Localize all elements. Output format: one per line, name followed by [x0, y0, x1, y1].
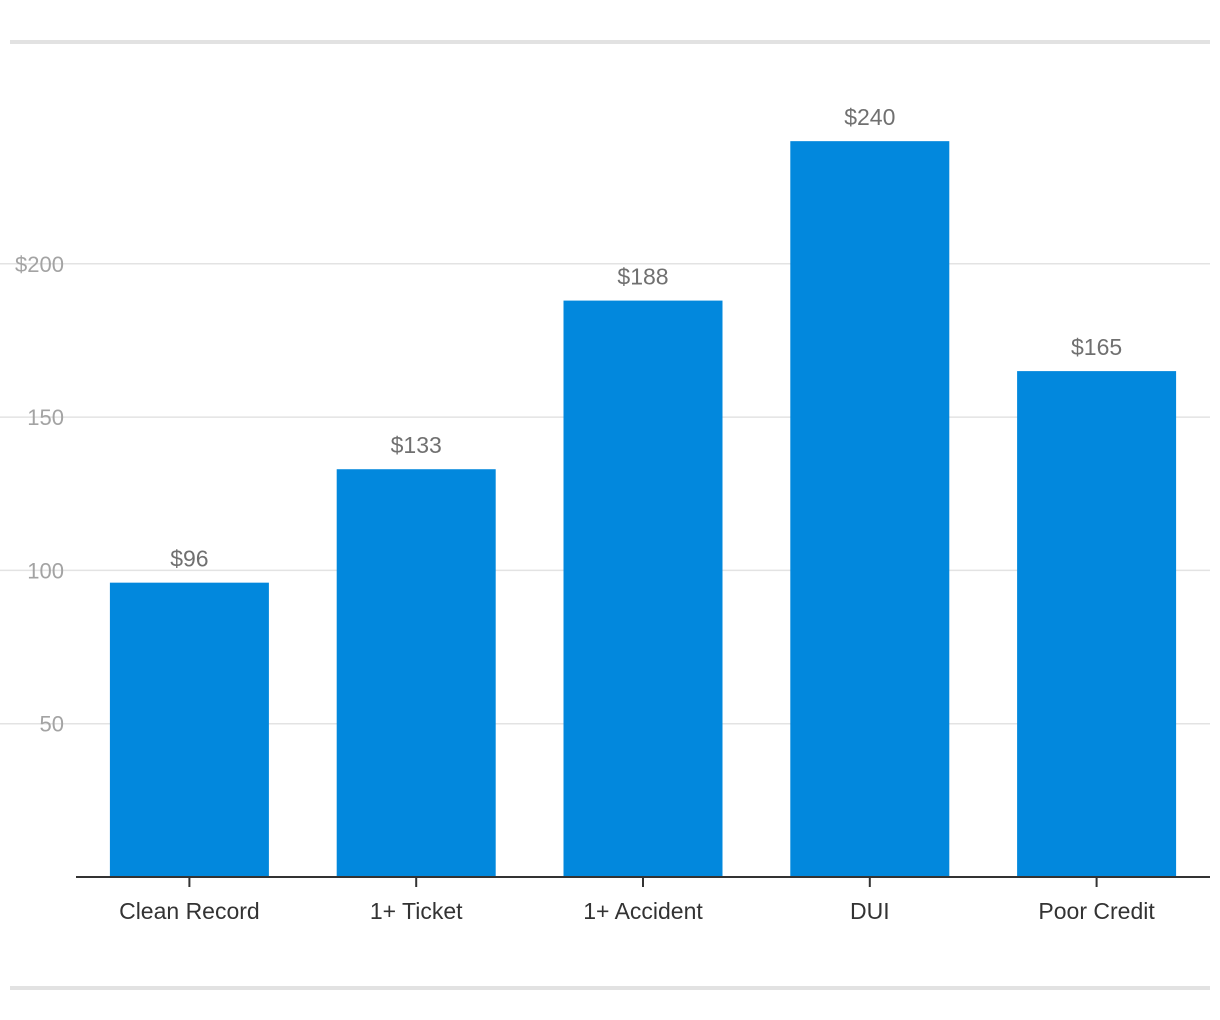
- bar-dui: [790, 141, 950, 877]
- bar-1-accident: [563, 300, 723, 877]
- bar-clean-record: [109, 582, 269, 877]
- bar-1-ticket: [336, 469, 496, 877]
- top-divider: [10, 40, 1210, 44]
- data-label: $188: [617, 264, 668, 290]
- x-tick-label: 1+ Ticket: [370, 898, 463, 924]
- bottom-divider: [10, 986, 1210, 990]
- y-axis-ticks: 50 100 150 $200: [15, 252, 64, 737]
- bar-poor-credit: [1017, 371, 1177, 877]
- x-tick-label: 1+ Accident: [583, 898, 703, 924]
- data-label: $240: [844, 104, 895, 130]
- data-labels: $96 $133 $188 $240 $165: [170, 104, 1122, 572]
- y-tick-label: $200: [15, 252, 64, 277]
- y-tick-label: 150: [27, 405, 64, 430]
- x-tick-label: DUI: [850, 898, 890, 924]
- y-tick-label: 50: [40, 712, 64, 737]
- data-label: $96: [170, 546, 208, 572]
- data-label: $133: [391, 432, 442, 458]
- x-tick-label: Poor Credit: [1038, 898, 1155, 924]
- y-tick-label: 100: [27, 558, 64, 583]
- x-axis-ticks: Clean Record 1+ Ticket 1+ Accident DUI Poor …: [119, 877, 1155, 924]
- bars: [109, 141, 1177, 877]
- x-tick-label: Clean Record: [119, 898, 260, 924]
- data-label: $165: [1071, 334, 1122, 360]
